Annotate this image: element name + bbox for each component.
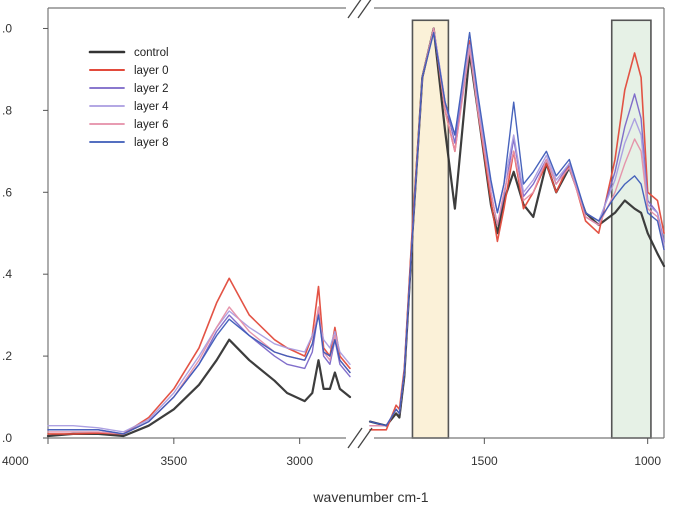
x-tick-label-2: 3000 bbox=[286, 454, 313, 468]
break-mark-top-0 bbox=[347, 0, 362, 19]
x-axis-title: wavenumber cm-1 bbox=[312, 489, 428, 505]
y-tick-label-5: .0 bbox=[2, 21, 12, 35]
y-axis-ticks: .0 .2 .4 .6 .8 .0 bbox=[2, 21, 48, 445]
legend-label-0: control bbox=[134, 47, 169, 59]
series-line-5-seg1 bbox=[47, 314, 351, 435]
legend-label-1: layer 0 bbox=[134, 65, 169, 77]
highlight-region-1 bbox=[610, 19, 652, 439]
series-line-3-seg1 bbox=[47, 310, 351, 433]
break-mark-bottom-1 bbox=[357, 427, 373, 449]
legend-label-5: layer 8 bbox=[134, 137, 169, 149]
x-tick-label-0: 4000 bbox=[2, 454, 29, 468]
series-line-0-seg1 bbox=[46, 338, 352, 438]
x-axis-ticks: 4000 3500 3000 1500 1000 bbox=[2, 438, 661, 468]
break-mark-top-1 bbox=[357, 0, 372, 19]
legend: control layer 0 layer 2 layer 4 layer 6 layer… bbox=[88, 47, 169, 149]
axis-break-marks bbox=[347, 0, 373, 449]
spectrum-lines bbox=[46, 27, 666, 438]
y-tick-label-1: .2 bbox=[2, 349, 12, 363]
series-line-5-seg2 bbox=[369, 31, 665, 427]
legend-label-2: layer 2 bbox=[134, 83, 169, 95]
y-tick-label-3: .6 bbox=[2, 185, 12, 199]
legend-label-3: layer 4 bbox=[134, 101, 169, 113]
highlight-region-0 bbox=[411, 19, 450, 439]
y-tick-label-0: .0 bbox=[2, 431, 12, 445]
y-tick-label-2: .4 bbox=[2, 267, 12, 281]
x-tick-label-1: 3500 bbox=[160, 454, 187, 468]
x-tick-label-4: 1000 bbox=[634, 454, 661, 468]
y-tick-label-4: .8 bbox=[2, 103, 12, 117]
legend-label-4: layer 6 bbox=[134, 119, 169, 131]
x-tick-label-3: 1500 bbox=[471, 454, 498, 468]
series-line-4-seg1 bbox=[47, 306, 351, 435]
series-line-2-seg1 bbox=[47, 310, 351, 435]
highlight-regions bbox=[411, 19, 652, 439]
plot-frame bbox=[47, 7, 665, 439]
break-mark-bottom-0 bbox=[347, 427, 363, 449]
